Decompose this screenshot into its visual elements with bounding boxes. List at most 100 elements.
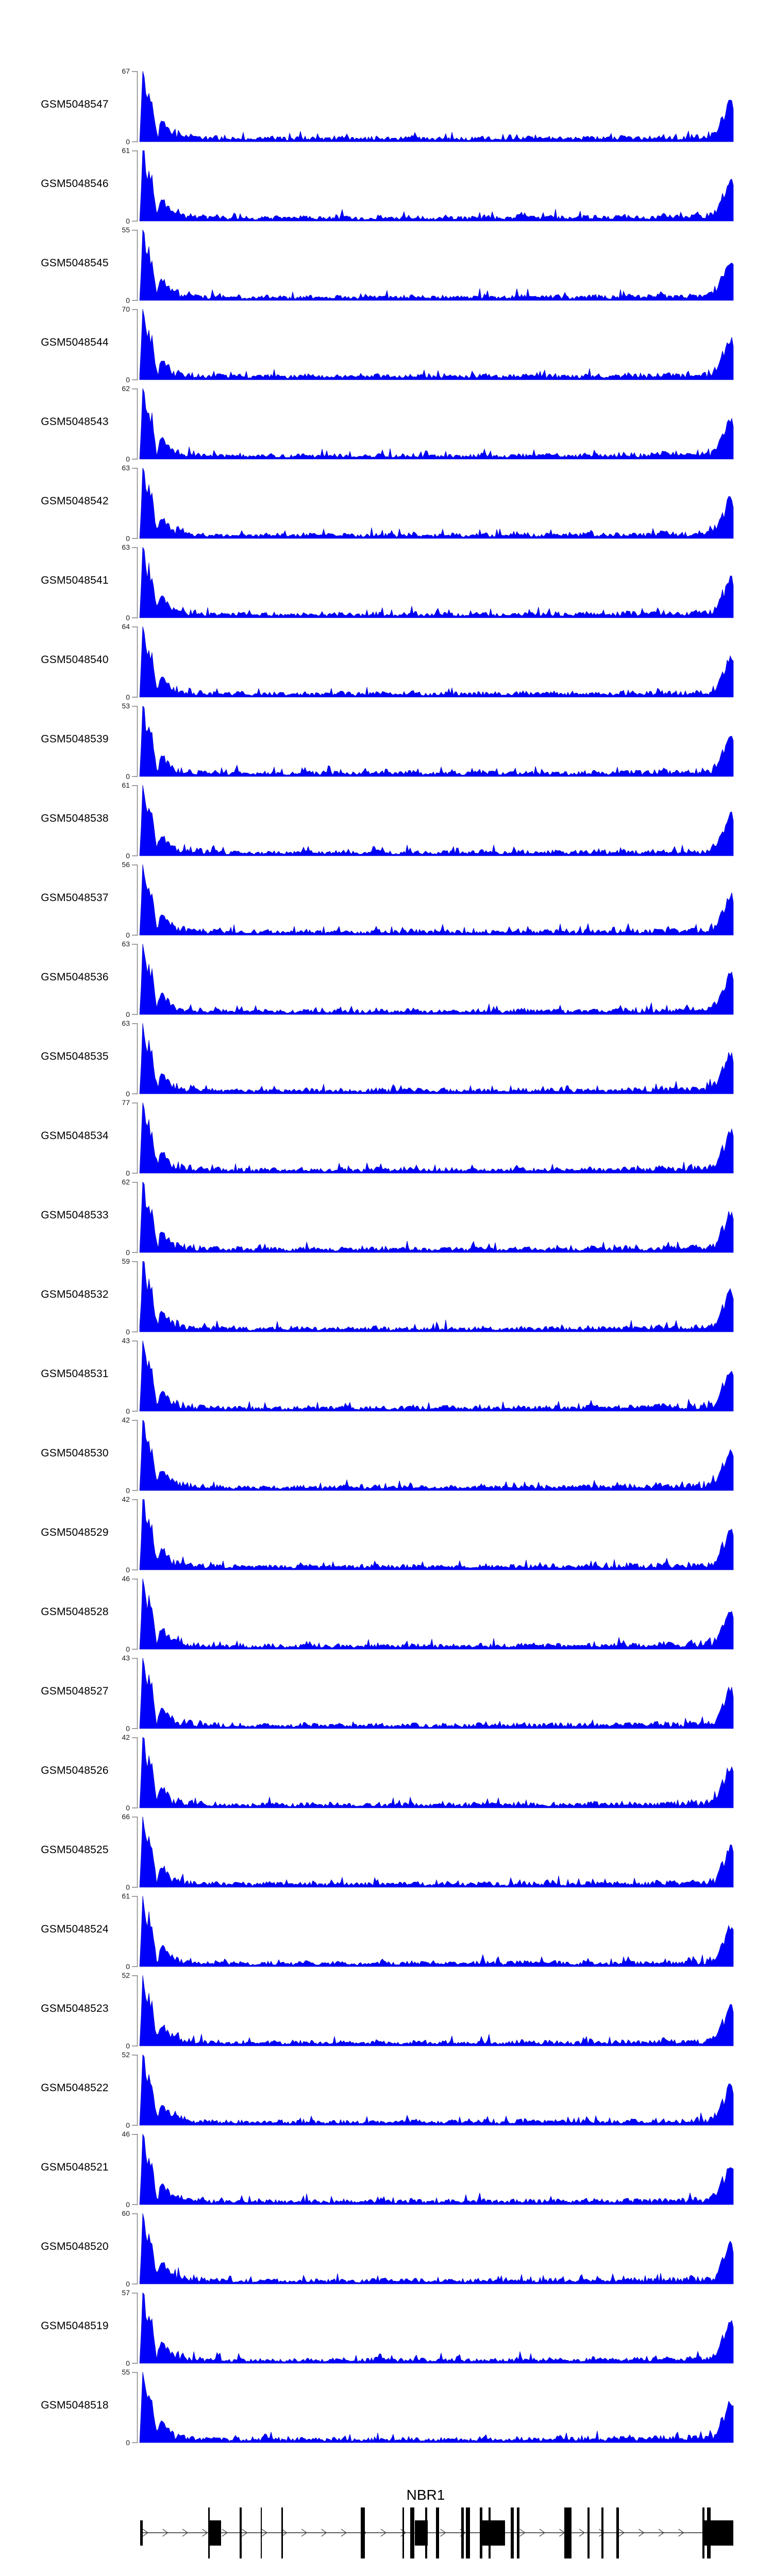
- yaxis-max-label: 63: [122, 940, 130, 948]
- coverage-track-row: GSM5048545 55 0: [0, 226, 773, 309]
- yaxis-max-label: 42: [122, 1733, 130, 1741]
- yaxis-max-label: 61: [122, 781, 130, 789]
- yaxis-zero-label: 0: [126, 2121, 130, 2129]
- yaxis-zero-label: 0: [126, 217, 130, 225]
- yaxis-max-label: 52: [122, 1971, 130, 1979]
- track-label: GSM5048535: [41, 1050, 109, 1062]
- yaxis-zero-label: 0: [126, 1169, 130, 1177]
- yaxis-max-label: 67: [122, 67, 130, 75]
- yaxis-max-label: 56: [122, 860, 130, 869]
- yaxis-max-label: 42: [122, 1416, 130, 1424]
- track-label: GSM5048536: [41, 971, 109, 983]
- track-label: GSM5048526: [41, 1765, 109, 1776]
- coverage-track-row: GSM5048539 53 0: [0, 702, 773, 785]
- yaxis-zero-label: 0: [126, 693, 130, 701]
- track-label: GSM5048518: [41, 2399, 109, 2411]
- track-label: GSM5048530: [41, 1447, 109, 1459]
- coverage-area-plot: [132, 71, 734, 142]
- coverage-track-row: GSM5048535 63 0: [0, 1019, 773, 1103]
- coverage-track-row: GSM5048544 70 0: [0, 306, 773, 388]
- track-label: GSM5048528: [41, 1606, 109, 1618]
- coverage-area-plot: [132, 2134, 734, 2205]
- track-label: GSM5048531: [41, 1368, 109, 1380]
- yaxis-zero-label: 0: [126, 1010, 130, 1019]
- coverage-track-row: GSM5048538 61 0: [0, 781, 773, 865]
- coverage-track-row: GSM5048531 43 0: [0, 1337, 773, 1420]
- track-label: GSM5048539: [41, 733, 109, 745]
- yaxis-zero-label: 0: [126, 138, 130, 146]
- yaxis-zero-label: 0: [126, 376, 130, 384]
- coverage-area-plot: [132, 706, 734, 777]
- yaxis-zero-label: 0: [126, 1248, 130, 1257]
- yaxis-max-label: 63: [122, 464, 130, 472]
- coverage-area-plot: [132, 1023, 734, 1094]
- yaxis-max-label: 63: [122, 543, 130, 551]
- yaxis-max-label: 63: [122, 1019, 130, 1027]
- coverage-area-plot: [132, 626, 734, 698]
- yaxis-zero-label: 0: [126, 614, 130, 622]
- coverage-track-row: GSM5048524 61 0: [0, 1892, 773, 1975]
- coverage-area-plot: [132, 230, 734, 301]
- track-label: GSM5048519: [41, 2320, 109, 2332]
- track-label: GSM5048529: [41, 1527, 109, 1538]
- coverage-area-plot: [132, 944, 734, 1015]
- yaxis-max-label: 46: [122, 2130, 130, 2138]
- coverage-track-row: GSM5048546 61 0: [0, 146, 773, 230]
- track-label: GSM5048520: [41, 2241, 109, 2252]
- yaxis-max-label: 61: [122, 146, 130, 155]
- coverage-track-row: GSM5048518 55 0: [0, 2368, 773, 2451]
- track-label: GSM5048521: [41, 2161, 109, 2173]
- coverage-area-plot: [132, 1261, 734, 1332]
- coverage-track-row: GSM5048532 59 0: [0, 1258, 773, 1341]
- coverage-track-row: GSM5048525 66 0: [0, 1813, 773, 1896]
- yaxis-zero-label: 0: [126, 2200, 130, 2209]
- coverage-area-plot: [132, 1420, 734, 1491]
- yaxis-zero-label: 0: [126, 1883, 130, 1891]
- yaxis-zero-label: 0: [126, 931, 130, 939]
- track-label: GSM5048534: [41, 1130, 109, 1142]
- coverage-area-plot: [132, 388, 734, 460]
- coverage-track-row: GSM5048520 60 0: [0, 2209, 773, 2293]
- coverage-area-plot: [132, 1737, 734, 1808]
- track-label: GSM5048540: [41, 654, 109, 666]
- coverage-area-plot: [132, 1896, 734, 1967]
- track-label: GSM5048545: [41, 257, 109, 269]
- track-label: GSM5048541: [41, 574, 109, 586]
- yaxis-zero-label: 0: [126, 2280, 130, 2288]
- coverage-area-plot: [132, 1658, 734, 1729]
- track-label: GSM5048542: [41, 495, 109, 507]
- coverage-area-plot: [132, 1499, 734, 1570]
- coverage-track-row: GSM5048522 52 0: [0, 2051, 773, 2134]
- yaxis-zero-label: 0: [126, 1724, 130, 1733]
- track-label: GSM5048533: [41, 1209, 109, 1221]
- yaxis-zero-label: 0: [126, 1962, 130, 1971]
- coverage-track-row: GSM5048527 43 0: [0, 1654, 773, 1737]
- coverage-track-row: GSM5048526 42 0: [0, 1733, 773, 1817]
- yaxis-max-label: 43: [122, 1336, 130, 1345]
- track-label: GSM5048547: [41, 98, 109, 110]
- gene-name-label: NBR1: [406, 2487, 445, 2503]
- yaxis-max-label: 46: [122, 1574, 130, 1583]
- coverage-track-row: GSM5048537 56 0: [0, 861, 773, 944]
- yaxis-max-label: 52: [122, 2050, 130, 2059]
- coverage-track-row: GSM5048547 67 0: [0, 67, 773, 150]
- track-label: GSM5048546: [41, 178, 109, 190]
- yaxis-zero-label: 0: [126, 2359, 130, 2367]
- coverage-track-row: GSM5048519 57 0: [0, 2289, 773, 2372]
- yaxis-max-label: 66: [122, 1812, 130, 1821]
- coverage-track-row: GSM5048543 62 0: [0, 384, 773, 468]
- yaxis-max-label: 64: [122, 622, 130, 631]
- yaxis-max-label: 42: [122, 1495, 130, 1503]
- coverage-area-plot: [132, 785, 734, 856]
- yaxis-max-label: 57: [122, 2289, 130, 2297]
- coverage-track-row: GSM5048542 63 0: [0, 464, 773, 547]
- coverage-area-plot: [132, 1817, 734, 1888]
- yaxis-zero-label: 0: [126, 455, 130, 463]
- coverage-area-plot: [132, 547, 734, 618]
- yaxis-zero-label: 0: [126, 534, 130, 543]
- yaxis-max-label: 60: [122, 2209, 130, 2217]
- track-label: GSM5048525: [41, 1844, 109, 1856]
- coverage-track-row: GSM5048534 77 0: [0, 1099, 773, 1182]
- yaxis-max-label: 62: [122, 1178, 130, 1186]
- yaxis-max-label: 62: [122, 384, 130, 393]
